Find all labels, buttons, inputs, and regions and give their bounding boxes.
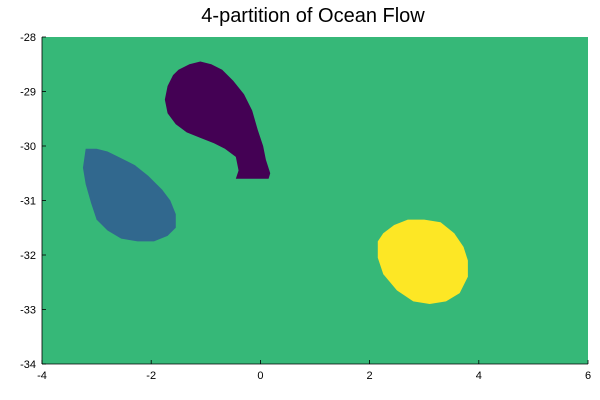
x-tick-label: 6 (585, 370, 591, 382)
x-tick-label: -4 (37, 370, 47, 382)
regions-layer (82, 61, 468, 305)
plot-area (42, 37, 588, 364)
x-tick-label: 4 (476, 370, 482, 382)
x-tick-label: 2 (367, 370, 373, 382)
x-tick-label: 0 (257, 370, 263, 382)
partition-region-3 (377, 219, 468, 305)
chart-title: 4-partition of Ocean Flow (201, 5, 425, 27)
y-tick-label: -29 (20, 87, 36, 99)
y-tick-label: -33 (20, 305, 36, 317)
x-tick-label: -2 (146, 370, 156, 382)
y-tick-label: -30 (20, 141, 36, 153)
y-tick-label: -31 (20, 196, 36, 208)
partition-region-2 (82, 148, 176, 242)
axes-layer: -4 -2 0 2 4 6 -28 -29 -30 -31 -32 -33 -34 (20, 32, 591, 382)
y-tick-label: -28 (20, 32, 36, 44)
y-tick-label: -34 (20, 359, 36, 371)
partition-region-1 (164, 61, 271, 179)
y-tick-label: -32 (20, 250, 36, 262)
